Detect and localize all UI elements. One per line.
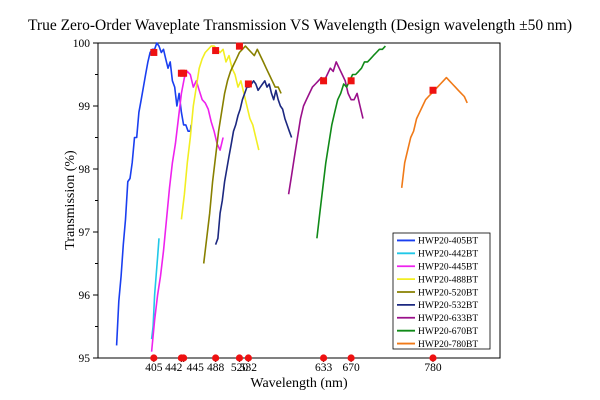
y-axis-title: Transmission (%) (63, 150, 78, 250)
x-tick-label: 780 (424, 362, 442, 374)
x-tick-design-dot (244, 354, 252, 362)
y-tick-label: 96 (79, 290, 91, 302)
x-tick-design-dot (180, 354, 188, 362)
x-tick-design-dot (212, 354, 220, 362)
x-tick-label: 520 (231, 362, 249, 374)
x-tick-design-dot (429, 354, 437, 362)
design-point-hwp20-670bt (347, 77, 355, 85)
legend-label: HWP20-532BT (418, 301, 478, 311)
x-tick-label: 532 (240, 362, 258, 374)
design-point-hwp20-780bt (429, 86, 437, 94)
series-line-hwp20-780bt (400, 76, 468, 188)
y-tick-label: 97 (79, 227, 91, 239)
x-tick-design-dot (150, 354, 158, 362)
x-tick-label: 405 (145, 362, 163, 374)
x-tick-design-dot (235, 354, 244, 362)
design-point-hwp20-445bt (180, 69, 188, 77)
series-line-hwp20-520bt (202, 45, 282, 264)
x-tick-design-dot (319, 354, 328, 362)
y-axis: 95 96 97 98 99 100 (73, 38, 98, 365)
legend-label: HWP20-442BT (418, 250, 478, 260)
design-point-hwp20-520bt (235, 42, 243, 50)
series-line-hwp20-488bt (180, 45, 260, 220)
x-tick-design-dot (347, 354, 355, 362)
y-tick-label: 98 (79, 164, 91, 176)
x-tick-label: 445 (187, 362, 205, 374)
series-line-hwp20-445bt (150, 70, 224, 352)
x-tick-label: 488 (207, 362, 225, 374)
legend-label: HWP20-520BT (418, 288, 478, 298)
series-line-hwp20-532bt (214, 80, 293, 245)
legend: HWP20-405BT HWP20-442BT HWP20-445BT HWP20-4… (392, 232, 491, 350)
legend-box (392, 232, 491, 350)
design-point-hwp20-488bt (212, 47, 220, 55)
design-point-hwp20-405bt (150, 48, 158, 56)
x-axis-title: Wavelength (nm) (250, 376, 348, 391)
x-tick-label: 442 (165, 362, 183, 374)
legend-label: HWP20-405BT (418, 237, 478, 247)
x-tick-label: 633 (315, 362, 333, 374)
legend-label: HWP20-670BT (418, 327, 478, 337)
legend-label: HWP20-780BT (418, 340, 478, 350)
legend-label: HWP20-633BT (418, 314, 478, 324)
series-line-hwp20-442bt (150, 238, 160, 340)
x-tick-label: 670 (342, 362, 360, 374)
chart-title: True Zero-Order Waveplate Transmission V… (28, 17, 572, 34)
y-tick-label: 100 (73, 38, 91, 50)
design-wavelength-markers (150, 42, 437, 94)
legend-label: HWP20-445BT (418, 263, 478, 273)
legend-label: HWP20-488BT (418, 275, 478, 285)
y-tick-label: 99 (79, 101, 91, 113)
y-tick-label: 95 (79, 353, 91, 365)
design-point-hwp20-532bt (244, 80, 252, 88)
design-point-hwp20-633bt (320, 77, 328, 85)
